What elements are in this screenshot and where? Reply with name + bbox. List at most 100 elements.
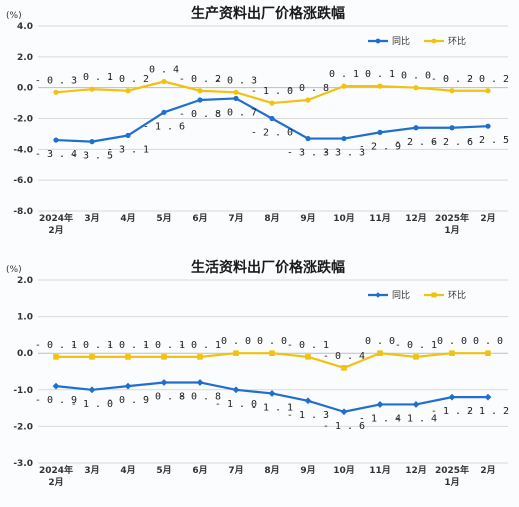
legend-marker	[431, 292, 437, 298]
x-tick-label: 5月	[156, 465, 171, 476]
data-label: 0 . 4	[149, 65, 179, 76]
data-point	[161, 109, 167, 115]
legend-label: 环比	[448, 289, 466, 301]
data-label: - 2 . 6	[395, 137, 437, 148]
data-point	[449, 88, 455, 94]
data-point	[269, 100, 275, 106]
x-tick-label: 7月	[228, 213, 243, 224]
x-tick-label: 6月	[192, 213, 207, 224]
data-point	[89, 354, 95, 360]
y-tick-label: 0.0	[17, 84, 33, 94]
y-tick-label: -2.0	[13, 115, 33, 125]
data-label: - 2 . 5	[467, 135, 509, 146]
data-label: - 1 . 1	[251, 402, 293, 413]
data-point	[160, 379, 168, 386]
y-tick-label: -1.0	[13, 386, 33, 396]
data-label: - 3 . 4	[35, 149, 77, 160]
data-point	[485, 88, 491, 94]
data-label: - 1 . 6	[323, 421, 365, 432]
x-tick-label: 2024年	[39, 464, 73, 476]
x-tick-label: 2月	[480, 465, 495, 476]
data-point	[341, 135, 347, 142]
legend-label: 环比	[448, 35, 466, 47]
data-point	[413, 125, 419, 131]
data-label: - 0 . 1	[71, 72, 113, 83]
data-point	[377, 350, 383, 356]
data-point	[341, 365, 347, 371]
data-label: - 0 . 9	[35, 395, 77, 406]
data-point	[340, 408, 348, 416]
y-tick-label: 4.0	[17, 22, 33, 32]
data-point	[233, 95, 239, 102]
data-point	[232, 386, 240, 394]
data-label: 0 . 0	[257, 336, 287, 347]
data-point	[376, 401, 384, 408]
data-point	[341, 83, 347, 89]
chart-title: 生产资料出厂价格涨跌幅	[191, 5, 345, 22]
y-tick-label: -6.0	[13, 176, 33, 186]
data-point	[89, 86, 95, 92]
y-tick-label: -4.0	[13, 145, 33, 155]
data-label: - 0 . 2	[179, 74, 221, 85]
data-label: - 1 . 6	[143, 121, 185, 132]
data-label: - 3 . 3	[287, 148, 329, 159]
data-point	[485, 350, 491, 356]
data-label: - 0 . 9	[107, 395, 149, 406]
data-label: - 1 . 3	[287, 410, 329, 421]
legend-marker	[375, 292, 381, 298]
x-tick-label: 11月	[369, 465, 391, 476]
data-label: - 0 . 3	[215, 75, 257, 86]
data-label: - 2 . 6	[431, 137, 473, 148]
data-label: - 0 . 1	[395, 340, 437, 351]
data-point	[449, 350, 455, 356]
data-point	[125, 88, 131, 94]
y-tick-label: 1.0	[17, 313, 33, 323]
data-point	[233, 89, 239, 95]
y-tick-label: 2.0	[17, 276, 33, 286]
data-label: 0 . 0	[221, 336, 251, 347]
data-point	[269, 115, 275, 122]
x-tick-label: 4月	[120, 213, 135, 224]
data-label: - 0 . 7	[215, 107, 257, 118]
data-point	[484, 393, 492, 401]
x-tick-label: 10月	[333, 465, 355, 476]
y-unit-label: (%)	[6, 265, 22, 275]
data-label: - 1 . 0	[215, 399, 257, 410]
data-point	[53, 354, 59, 360]
x-tick-label: 9月	[300, 213, 315, 224]
data-point	[305, 97, 311, 103]
data-point	[89, 139, 95, 145]
x-tick-label: 1月	[444, 477, 459, 488]
data-label: - 0 . 4	[323, 351, 365, 362]
data-label: - 0 . 3	[35, 75, 77, 86]
living-materials-chart: 生活资料出厂价格涨跌幅 (%) 2.0 1.0 0.0 -1.0 -2.0 -3.0 202…	[6, 259, 509, 488]
data-point	[413, 85, 419, 91]
data-label: 0 . 0	[437, 336, 467, 347]
data-label: - 3 . 1	[107, 144, 149, 155]
data-point	[197, 354, 203, 360]
y-unit-label: (%)	[6, 11, 22, 21]
x-tick-label: 2024年	[39, 212, 73, 224]
y-tick-label: -8.0	[13, 207, 33, 217]
data-label: - 2 . 0	[251, 128, 293, 139]
x-tick-label: 3月	[84, 213, 99, 224]
x-tick-label: 6月	[192, 465, 207, 476]
y-tick-label: 2.0	[17, 53, 33, 63]
data-label: - 0 . 2	[431, 74, 473, 85]
data-label: - 0 . 1	[107, 340, 149, 351]
production-materials-chart: 生产资料出厂价格涨跌幅 (%) 4.0 2.0 0.0 -2.0 -4.0 -6.0 -8.…	[6, 5, 509, 236]
data-point	[161, 354, 167, 360]
data-label: 0 . 1	[365, 69, 395, 80]
data-label: - 2 . 9	[359, 141, 401, 152]
data-point	[124, 382, 132, 390]
data-label: - 1 . 2	[431, 406, 473, 417]
data-label: - 0 . 1	[71, 340, 113, 351]
data-point	[197, 97, 203, 103]
data-label: - 0 . 2	[467, 74, 509, 85]
data-point	[196, 379, 204, 386]
data-point	[125, 132, 131, 139]
data-point	[125, 354, 131, 360]
x-tick-label: 12月	[405, 213, 427, 224]
data-label: - 0 . 1	[35, 340, 77, 351]
